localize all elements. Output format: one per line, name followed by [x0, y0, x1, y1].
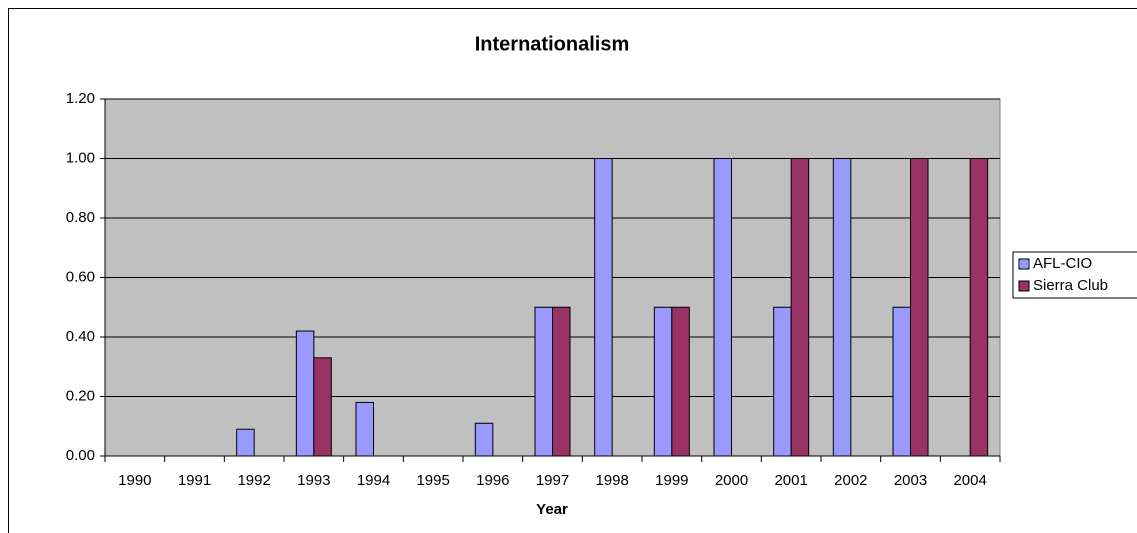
x-tick-label: 1999	[655, 472, 688, 489]
x-tick-label: 1990	[118, 472, 151, 489]
x-tick-label: 1993	[297, 472, 330, 489]
bar	[313, 357, 332, 457]
bar	[790, 158, 810, 457]
bar	[910, 158, 929, 457]
x-tick-label: 1991	[178, 472, 211, 489]
x-tick-label: 2002	[834, 472, 867, 489]
legend-box	[1012, 251, 1137, 299]
bar	[594, 158, 613, 457]
bar	[236, 428, 255, 457]
x-axis-label: Year	[536, 501, 568, 518]
bar	[552, 306, 571, 457]
x-tick-label: 2000	[715, 472, 748, 489]
bar	[773, 306, 792, 457]
x-tick-label: 1995	[416, 472, 449, 489]
x-tick-label: 1997	[536, 472, 569, 489]
y-tick-label: 0.80	[66, 209, 95, 226]
chart-title: Internationalism	[475, 33, 629, 55]
x-tick-label: 1992	[237, 472, 270, 489]
bar	[295, 330, 315, 457]
x-tick-label: 1998	[595, 472, 628, 489]
legend-swatch	[1018, 280, 1030, 292]
y-tick-label: 0.60	[66, 268, 95, 285]
x-tick-label: 2004	[953, 472, 986, 489]
legend-swatch	[1018, 258, 1030, 270]
bar	[474, 422, 494, 457]
x-tick-label: 1996	[476, 472, 509, 489]
y-tick-label: 0.40	[66, 328, 95, 345]
bar	[713, 158, 732, 457]
y-tick-label: 0.00	[66, 447, 95, 464]
bar	[671, 306, 690, 457]
legend-label: AFL-CIO	[1033, 255, 1092, 272]
x-tick-label: 2001	[774, 472, 807, 489]
legend-label: Sierra Club	[1033, 277, 1108, 294]
bar	[534, 306, 553, 457]
x-tick-label: 2003	[894, 472, 927, 489]
bar	[355, 401, 374, 457]
y-tick-label: 0.20	[66, 387, 95, 404]
bar	[892, 306, 911, 457]
bar	[653, 306, 673, 457]
y-tick-label: 1.20	[66, 90, 95, 107]
bar	[832, 158, 852, 457]
y-tick-label: 1.00	[66, 149, 95, 166]
bar	[969, 158, 989, 457]
x-tick-label: 1994	[357, 472, 390, 489]
